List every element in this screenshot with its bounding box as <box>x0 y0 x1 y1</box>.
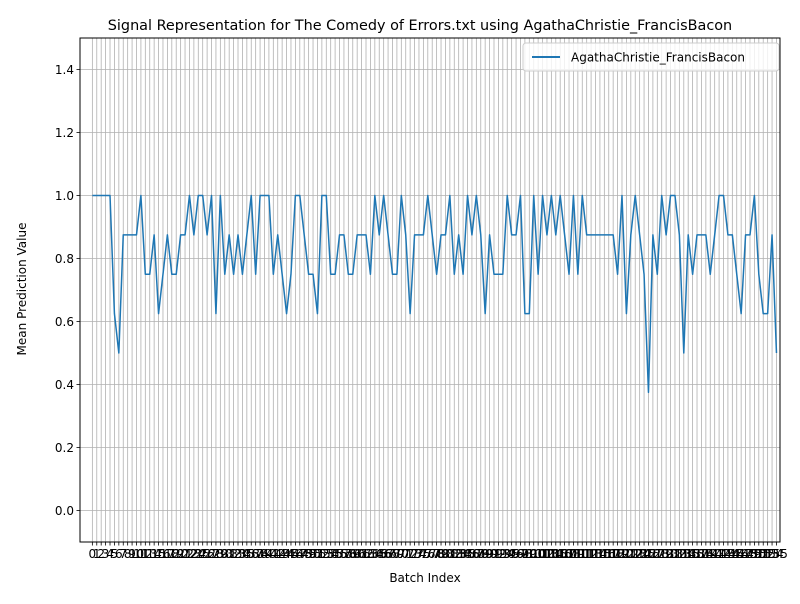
y-tick-label: 0.8 <box>55 252 74 266</box>
y-tick-label: 1.4 <box>55 63 74 77</box>
y-tick-label: 0.0 <box>55 504 74 518</box>
y-tick-label: 0.2 <box>55 441 74 455</box>
chart-title: Signal Representation for The Comedy of … <box>108 18 732 34</box>
y-tick-label: 0.6 <box>55 315 74 329</box>
y-axis-label: Mean Prediction Value <box>15 223 29 356</box>
y-tick-label: 0.4 <box>55 378 74 392</box>
legend-label: AgathaChristie_FrancisBacon <box>571 51 745 65</box>
x-axis-label: Batch Index <box>389 571 460 585</box>
x-tick-label: 155 <box>765 547 788 561</box>
y-tick-label: 1.2 <box>55 126 74 140</box>
y-tick-label: 1.0 <box>55 189 74 203</box>
legend: AgathaChristie_FrancisBacon <box>523 43 779 71</box>
